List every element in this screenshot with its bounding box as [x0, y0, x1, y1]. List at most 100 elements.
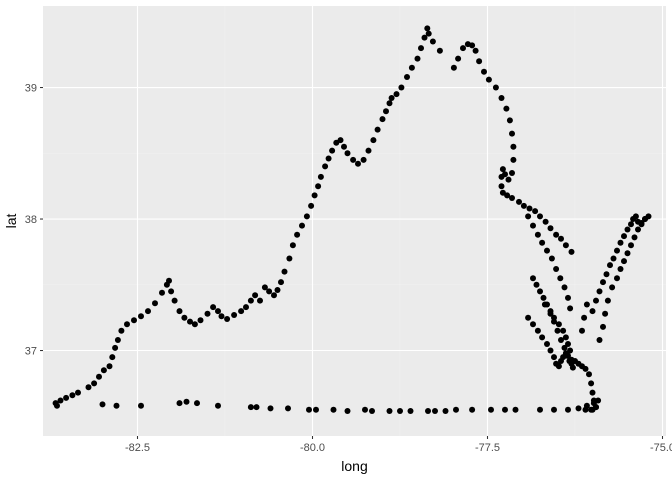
data-point	[344, 150, 351, 157]
data-point	[231, 312, 238, 318]
data-point	[557, 275, 564, 282]
data-point	[407, 408, 414, 414]
data-point	[267, 405, 274, 412]
data-point	[569, 364, 576, 371]
y-axis-title: lat	[3, 214, 19, 229]
data-point	[628, 242, 634, 249]
data-point	[562, 334, 569, 341]
data-point	[397, 408, 403, 414]
data-point	[114, 337, 121, 343]
data-point	[317, 173, 324, 180]
data-point	[408, 64, 415, 71]
data-point	[504, 192, 511, 199]
data-point	[525, 213, 532, 220]
data-point	[604, 297, 611, 304]
data-point	[238, 308, 245, 315]
data-point	[168, 288, 175, 295]
data-point	[614, 247, 620, 254]
data-point	[442, 408, 449, 414]
data-point	[526, 205, 533, 212]
data-point	[315, 183, 322, 190]
data-point	[547, 225, 554, 232]
data-point	[253, 404, 260, 411]
data-point	[303, 213, 310, 220]
data-point	[257, 297, 263, 304]
data-point	[537, 213, 543, 220]
data-point	[85, 384, 92, 391]
data-point	[510, 156, 517, 163]
data-point	[481, 68, 487, 75]
data-point	[509, 130, 515, 137]
data-point	[252, 292, 259, 299]
x-tick-label: -77.5	[475, 442, 500, 454]
data-point	[560, 327, 567, 334]
data-point	[603, 271, 610, 278]
data-point	[455, 55, 462, 62]
data-point	[498, 183, 505, 190]
data-point	[537, 288, 543, 295]
data-point	[645, 213, 652, 220]
data-point	[565, 406, 571, 413]
data-point	[583, 301, 590, 308]
data-point	[551, 318, 557, 325]
data-point	[488, 406, 494, 413]
data-point	[261, 284, 268, 291]
data-point	[607, 262, 613, 269]
data-point	[75, 389, 81, 396]
data-point	[388, 95, 395, 101]
data-point	[588, 380, 595, 387]
data-point	[313, 406, 319, 413]
data-point	[281, 268, 288, 275]
data-point	[311, 192, 318, 199]
data-point	[194, 400, 200, 407]
data-point	[551, 354, 557, 361]
data-point	[555, 363, 562, 370]
x-tick-label: -82.5	[125, 442, 150, 454]
data-point	[582, 406, 589, 413]
data-point	[112, 344, 119, 351]
data-point	[610, 255, 617, 262]
data-point	[91, 380, 98, 387]
data-point	[609, 284, 616, 291]
data-point	[386, 408, 393, 414]
data-point	[562, 242, 569, 249]
data-point	[337, 137, 344, 144]
data-point	[537, 406, 543, 413]
x-tick-label: -80.0	[300, 442, 325, 454]
data-point	[565, 294, 571, 301]
data-point	[553, 231, 560, 238]
data-point	[243, 304, 249, 311]
data-point	[424, 25, 431, 32]
data-point	[520, 202, 527, 209]
data-point	[502, 406, 508, 413]
data-point	[404, 74, 410, 80]
data-point	[176, 308, 183, 315]
data-point	[581, 314, 588, 321]
data-point	[544, 247, 550, 254]
data-point	[278, 279, 284, 286]
data-point	[425, 408, 431, 414]
data-point	[374, 126, 381, 133]
data-point	[266, 288, 273, 295]
data-point	[247, 297, 254, 304]
data-point	[568, 248, 575, 255]
data-point	[510, 143, 517, 150]
data-point	[286, 255, 293, 262]
data-point	[99, 401, 106, 408]
data-point	[498, 173, 505, 180]
data-point	[547, 310, 554, 317]
data-point	[476, 58, 483, 65]
data-point	[197, 317, 204, 324]
data-point	[341, 143, 347, 150]
data-point	[176, 400, 183, 407]
data-point	[534, 327, 541, 334]
data-point	[414, 55, 421, 62]
data-point	[530, 222, 536, 229]
data-point	[325, 155, 332, 162]
x-axis-title: long	[341, 458, 367, 474]
data-point	[628, 221, 634, 228]
data-point	[106, 363, 113, 370]
data-point	[499, 166, 506, 173]
data-point	[210, 304, 217, 311]
